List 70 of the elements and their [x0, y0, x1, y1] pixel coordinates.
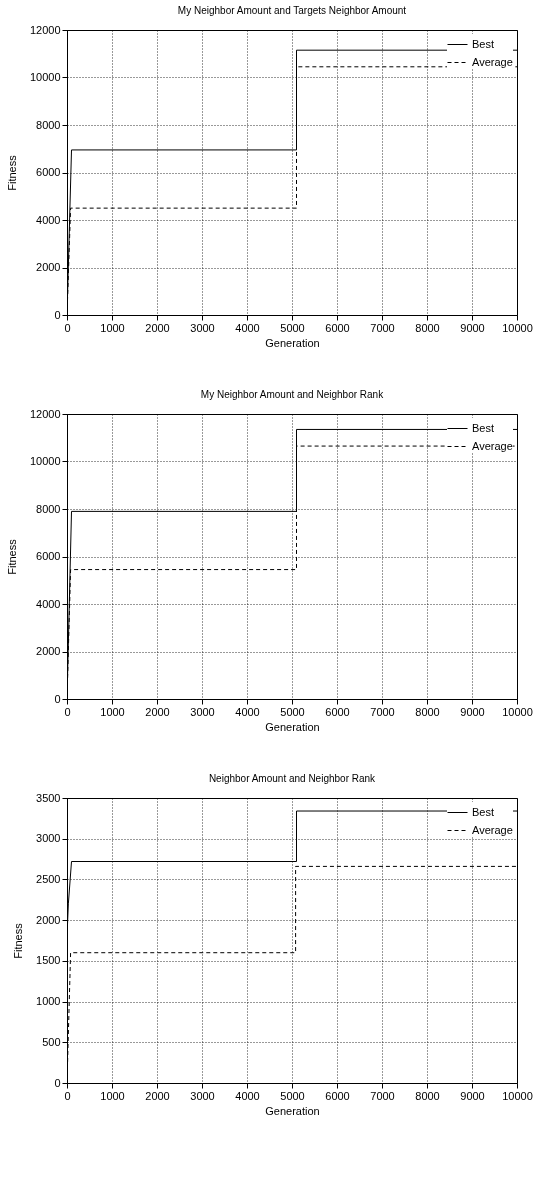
legend-label: Best: [472, 805, 495, 818]
x-tick-label: 4000: [235, 321, 260, 334]
y-tick-label: 2000: [36, 261, 61, 273]
y-tick-label: 0: [54, 308, 61, 321]
x-tick-label: 2000: [145, 321, 170, 334]
x-tick-label: 7000: [370, 1089, 395, 1102]
x-tick-label: 5000: [280, 1089, 305, 1102]
x-axis-title: Generation: [265, 720, 320, 733]
x-tick-label: 0: [64, 321, 71, 334]
y-tick-label: 6000: [36, 550, 61, 562]
y-tick-label: 10000: [29, 71, 61, 83]
x-tick-label: 7000: [370, 321, 395, 334]
y-tick-label: 1000: [36, 995, 61, 1008]
x-tick-label: 6000: [325, 321, 350, 334]
x-tick-label: 5000: [280, 705, 305, 718]
x-tick-label: 8000: [415, 321, 440, 334]
y-tick-label: 6000: [36, 166, 61, 178]
x-tick-label: 9000: [460, 321, 485, 334]
x-axis-title: Generation: [265, 1104, 320, 1117]
x-tick-label: 4000: [235, 705, 260, 718]
y-tick-label: 0: [54, 1076, 61, 1089]
legend-label: Average: [472, 55, 513, 68]
y-tick-label: 1500: [36, 954, 61, 967]
legend-label: Best: [472, 421, 495, 434]
x-tick-label: 6000: [325, 705, 350, 718]
y-tick-label: 10000: [29, 455, 61, 467]
x-tick-label: 3000: [190, 705, 215, 718]
y-axis-title: Fitness: [12, 922, 25, 959]
chart-title: My Neighbor Amount and Targets Neighbor Amount: [177, 5, 407, 16]
x-tick-label: 10000: [502, 321, 533, 334]
y-tick-label: 2500: [36, 872, 61, 885]
x-tick-label: 7000: [370, 705, 395, 718]
x-tick-label: 0: [64, 1089, 71, 1102]
x-tick-label: 9000: [460, 1089, 485, 1102]
chart-title: Neighbor Amount and Neighbor Rank: [208, 773, 377, 784]
y-axis-title: Fitness: [5, 538, 18, 575]
x-tick-label: 3000: [190, 321, 215, 334]
x-tick-label: 2000: [145, 705, 170, 718]
y-tick-label: 3000: [36, 832, 61, 845]
x-tick-label: 1000: [100, 705, 125, 718]
x-tick-label: 1000: [100, 1089, 125, 1102]
x-tick-label: 2000: [145, 1089, 170, 1102]
x-tick-label: 8000: [415, 705, 440, 718]
x-tick-label: 9000: [460, 705, 485, 718]
x-tick-label: 6000: [325, 1089, 350, 1102]
y-tick-label: 8000: [36, 118, 61, 131]
y-axis-title: Fitness: [5, 154, 18, 191]
x-tick-label: 5000: [280, 321, 305, 334]
y-tick-label: 0: [54, 692, 61, 705]
x-tick-label: 0: [64, 705, 71, 718]
x-tick-label: 4000: [235, 1089, 260, 1102]
x-tick-label: 10000: [502, 1089, 533, 1102]
y-tick-label: 4000: [36, 597, 61, 610]
y-tick-label: 4000: [36, 213, 61, 226]
x-tick-label: 10000: [502, 705, 533, 718]
chart-title: My Neighbor Amount and Neighbor Rank: [200, 389, 385, 400]
y-tick-label: 12000: [29, 407, 61, 420]
legend-label: Average: [472, 439, 513, 452]
legend-label: Best: [472, 37, 495, 50]
x-tick-label: 3000: [190, 1089, 215, 1102]
legend-label: Average: [472, 823, 513, 836]
x-tick-label: 8000: [415, 1089, 440, 1102]
y-tick-label: 3500: [36, 791, 61, 804]
y-tick-label: 500: [42, 1035, 61, 1048]
y-tick-label: 8000: [36, 502, 61, 515]
y-tick-label: 2000: [36, 645, 61, 657]
x-tick-label: 1000: [100, 321, 125, 334]
y-tick-label: 12000: [29, 23, 61, 36]
x-axis-title: Generation: [265, 336, 320, 349]
y-tick-label: 2000: [36, 913, 61, 926]
